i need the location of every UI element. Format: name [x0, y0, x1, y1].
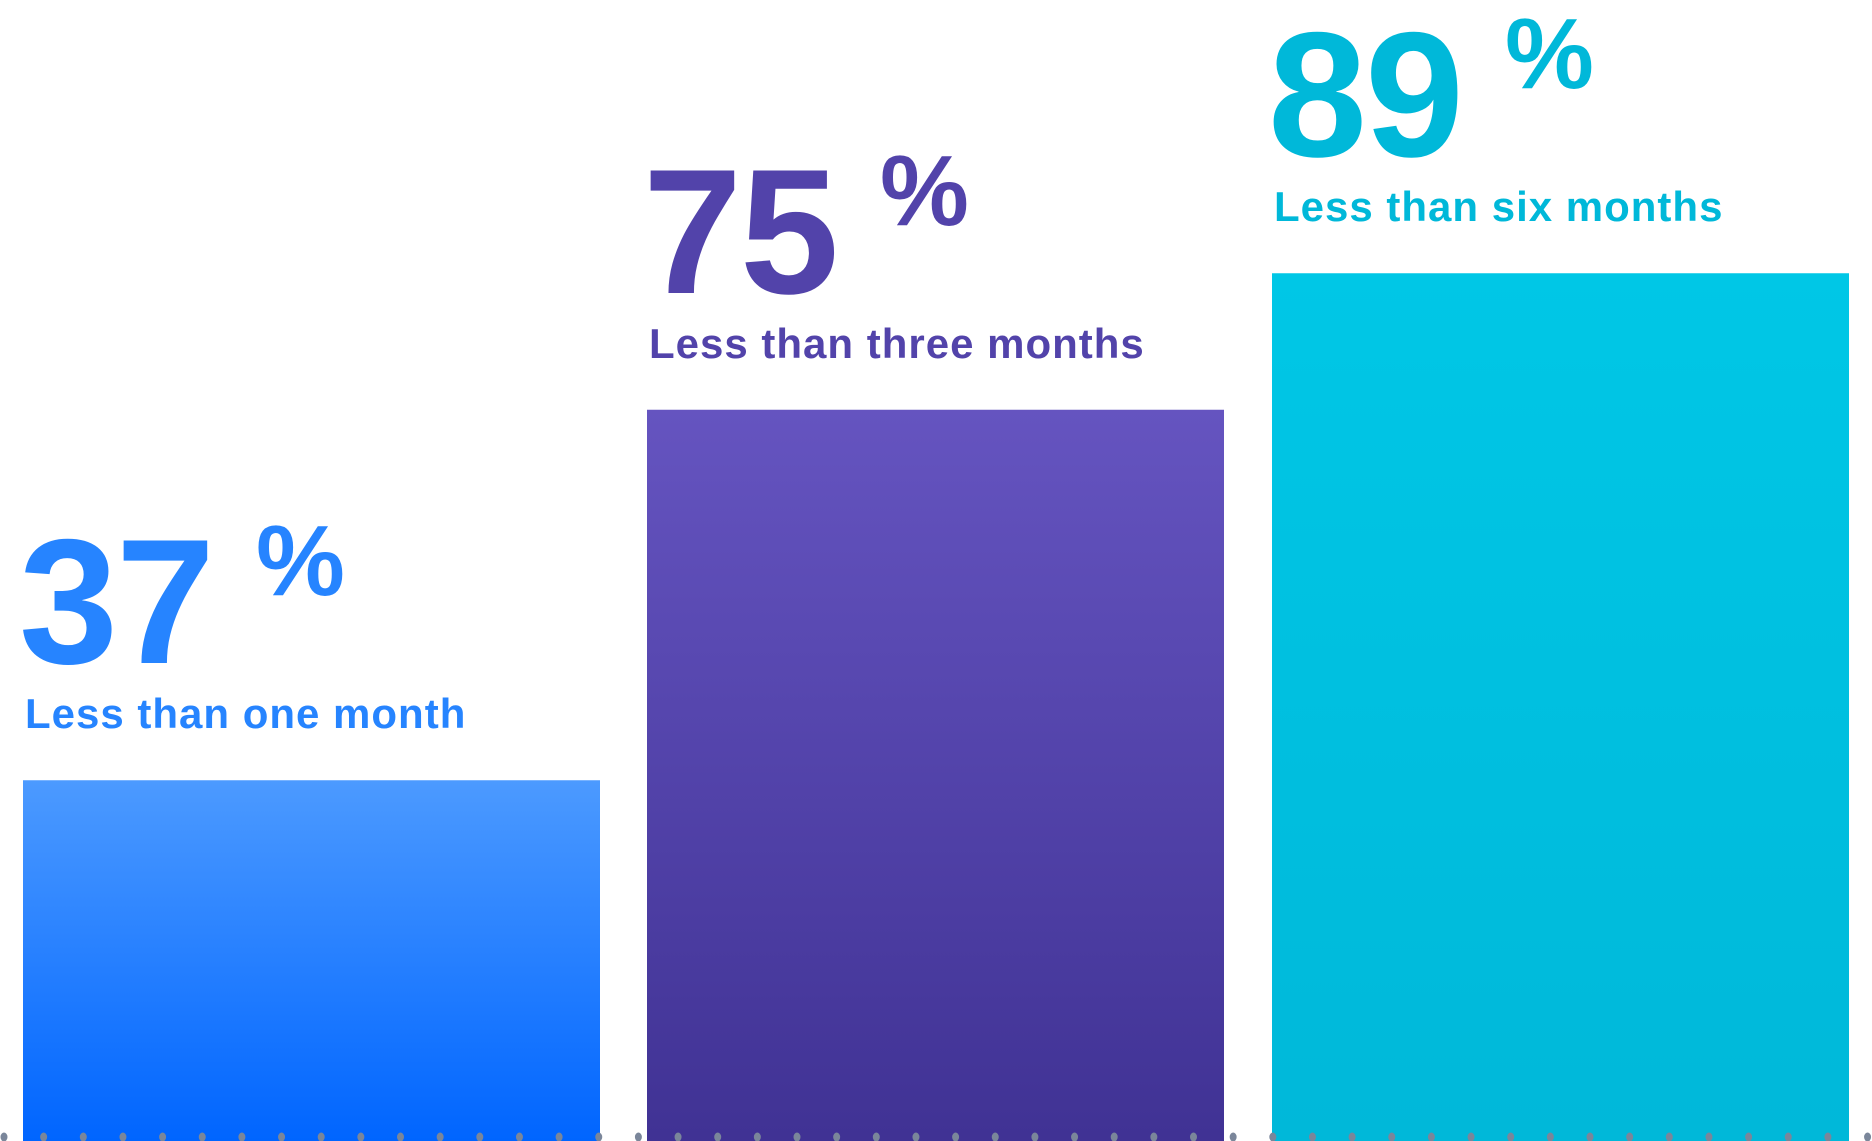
baseline-dot [357, 1132, 365, 1141]
baseline-dot [1467, 1132, 1475, 1141]
baseline-dot [1229, 1132, 1237, 1141]
bar-2 [647, 409, 1224, 1141]
baseline-dot [1626, 1132, 1634, 1141]
baseline-dot [952, 1132, 960, 1141]
baseline-dot [1150, 1132, 1158, 1141]
percent-sign: % [880, 134, 969, 247]
baseline-dot [1665, 1132, 1673, 1141]
baseline-dot [753, 1132, 761, 1141]
baseline-dot [515, 1132, 523, 1141]
baseline-dot [1071, 1132, 1079, 1141]
baseline-dot [1546, 1132, 1554, 1141]
baseline-dot [476, 1132, 484, 1141]
baseline-dot [1348, 1132, 1356, 1141]
baseline-dot [397, 1132, 404, 1141]
baseline-dot [912, 1132, 920, 1141]
percent-sign: % [1505, 0, 1594, 111]
baseline-dot [1190, 1132, 1197, 1141]
baseline-dot [1864, 1132, 1872, 1141]
baseline-dot [1388, 1132, 1396, 1141]
baseline-dot [634, 1132, 642, 1141]
baseline-dot [1308, 1132, 1316, 1141]
baseline-dot [833, 1132, 841, 1141]
percent-sign: % [256, 505, 345, 618]
category-label: Less than one month [25, 690, 467, 738]
baseline-dot [278, 1132, 286, 1141]
baseline-dot [1031, 1132, 1039, 1141]
baseline-dot [40, 1132, 48, 1141]
baseline-dot [198, 1132, 206, 1141]
baseline-dot [436, 1132, 444, 1141]
baseline-dot [1784, 1132, 1792, 1141]
baseline-dot [0, 1132, 8, 1141]
baseline-dot [1269, 1132, 1277, 1141]
baseline-dot [1507, 1132, 1515, 1141]
value-label: 75 [643, 131, 839, 331]
value-label: 37 [19, 502, 215, 702]
baseline-dot [872, 1132, 880, 1141]
value-label: 89 [1268, 0, 1464, 195]
baseline-dot [595, 1132, 603, 1141]
baseline-dot [1745, 1132, 1753, 1141]
baseline-dot [555, 1132, 563, 1141]
bar-3 [1272, 273, 1849, 1141]
baseline-dot [1427, 1132, 1435, 1141]
baseline-dot [714, 1132, 722, 1141]
baseline-dot [991, 1132, 999, 1141]
baseline-dot [1586, 1132, 1594, 1141]
category-label: Less than six months [1274, 183, 1724, 231]
category-label: Less than three months [649, 319, 1145, 367]
baseline-dot [119, 1132, 127, 1141]
baseline-dot [317, 1132, 325, 1141]
baseline-dot [79, 1132, 87, 1141]
bar-1 [23, 780, 600, 1141]
baseline-dot [159, 1132, 167, 1141]
baseline-dot [1110, 1132, 1118, 1141]
baseline-dot [1824, 1132, 1832, 1141]
baseline-dot [238, 1132, 246, 1141]
baseline-dot [674, 1132, 682, 1141]
baseline-dot [793, 1132, 801, 1141]
baseline-dot [1705, 1132, 1713, 1141]
